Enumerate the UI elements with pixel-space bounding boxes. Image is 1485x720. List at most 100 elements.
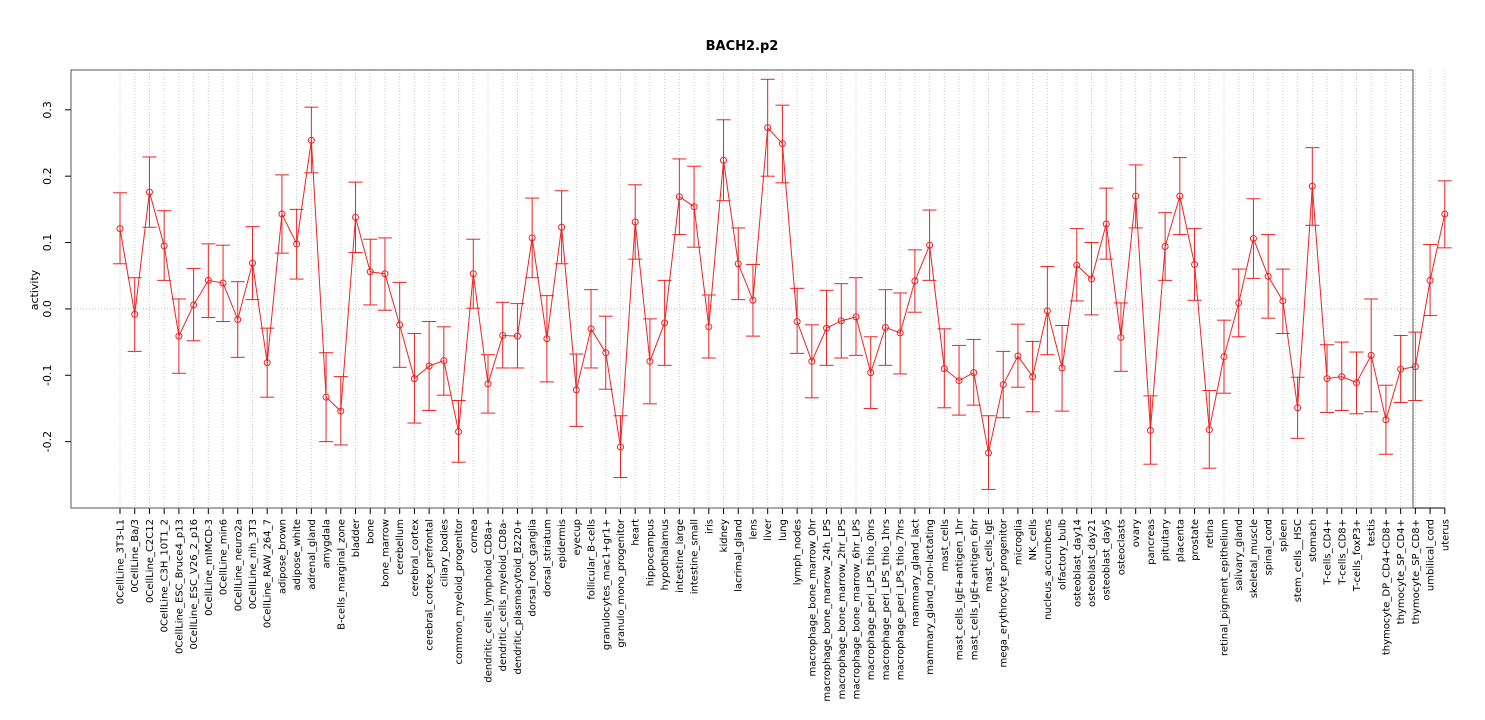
x-tick-label: 0CellLine_min6 [219,519,230,595]
y-tick-label: -0.1 [41,365,54,386]
data-point [749,296,757,304]
data-point [234,316,242,324]
x-tick-label: stomach [1308,519,1319,562]
data-point [278,210,286,218]
data-point [396,321,404,329]
x-tick-label: pancreas [1146,519,1157,565]
x-tick-label: dorsal_root_ganglia [528,519,539,617]
data-point [690,203,698,211]
y-axis: -0.2 -0.1 0.0 0.1 0.2 0.3 [41,101,72,452]
data-point [558,223,566,231]
x-tick-label: macrophage_peri_LPS_thio_0hrs [866,519,877,680]
x-tick-label: ovary [1131,519,1142,547]
data-point [616,443,624,451]
data-point [764,124,772,132]
data-point [999,381,1007,389]
x-tick-label: heart [631,519,642,546]
x-tick-label: bone_marrow [380,519,391,587]
data-point [160,242,168,250]
data-point [1294,404,1302,412]
x-tick-label: hippocampus [645,519,656,586]
data-point [1411,363,1419,371]
x-tick-label: eyecup [572,519,583,555]
x-tick-label: 0CellLine_nih_3T3 [248,519,259,609]
data-point [381,270,389,278]
data-point [1132,192,1140,200]
x-tick-label: macrophage_bone_marrow_2hr_LPS [837,519,848,699]
data-point [204,276,212,284]
data-point [1043,307,1051,315]
data-point [322,393,330,401]
data-point [1191,260,1199,268]
x-tick-label: spinal_cord [1264,519,1275,575]
data-point [1382,416,1390,424]
data-point [1088,275,1096,283]
x-tick-label: iris [704,519,715,534]
data-point [1176,192,1184,200]
x-tick-label: epidermis [557,519,568,568]
x-tick-label: T-cells_foxP3+ [1352,519,1363,592]
x-axis: 0CellLine_3T3-L1 0CellLine_Ba/3 0CellLine_… [116,507,1451,702]
data-point [1338,373,1346,381]
x-tick-label: lens [748,519,759,539]
x-tick-label: thymocyte_SP_CD4+ [1396,519,1407,624]
x-tick-label: cerebral_cortex [410,519,421,597]
x-tick-label: mast_cells_IgE [984,519,995,592]
x-tick-label: granulocytes_mac1+gr1+ [601,519,612,650]
data-point [984,449,992,457]
data-point [116,225,124,233]
data-point [1058,364,1066,372]
data-point [190,301,198,309]
data-point [778,140,786,148]
x-tick-label: intestine_large [675,519,686,593]
x-tick-label: bladder [351,518,362,557]
y-tick-label: 0.3 [41,101,54,119]
x-tick-label: macrophage_bone_marrow_0hr [807,518,818,676]
data-point [337,407,345,415]
x-tick-label: 0CellLine_ESC_Bruce4_p13 [174,519,185,654]
x-tick-label: ciliary_bodies [439,519,450,587]
data-point [410,375,418,383]
data-point [734,260,742,268]
chart-title: BACH2.p2 [706,39,779,54]
x-tick-label: macrophage_bone_marrow_24h_LPS [822,519,833,702]
data-point [366,268,374,276]
data-point [499,331,507,339]
data-point [1441,210,1449,218]
x-tick-label: T-cells_CD4+ [1323,519,1334,586]
data-point [1323,375,1331,383]
data-point [1235,299,1243,307]
x-tick-label: retina [1205,519,1216,548]
x-tick-label: 0CellLine_RAW_264_7 [263,519,274,628]
data-point [131,310,139,318]
x-tick-label: granulo_mono_progenitor [616,518,627,647]
x-tick-label: 0CellLine_C3H_10T1_2 [160,519,171,632]
data-point [631,218,639,226]
x-tick-label: macrophage_peri_LPS_thio_7hrs [896,519,907,680]
data-point [1279,297,1287,305]
data-point [1161,243,1169,251]
data-point [1264,272,1272,280]
x-tick-label: lymph_nodes [793,519,804,585]
data-point [440,357,448,365]
x-tick-label: 0CellLine_mIMCD-3 [204,519,215,616]
data-point [852,313,860,321]
plot-frame [70,69,1414,509]
x-tick-label: lung [778,519,789,541]
y-tick-label: 0.0 [41,300,54,318]
x-tick-label: lacrimal_gland [734,519,745,592]
x-tick-label: mast_cells [940,519,951,571]
x-tick-label: osteoblast_day21 [1087,519,1098,607]
data-point [808,357,816,365]
data-point [1352,379,1360,387]
data-point [175,332,183,340]
data-point [1014,352,1022,360]
x-tick-label: pituitary [1161,519,1172,561]
data-point [263,359,271,367]
data-point [145,188,153,196]
data-point [911,277,919,285]
data-point [675,193,683,201]
x-tick-label: mega_erythrocyte_progenitor [999,518,1010,667]
data-point [1249,235,1257,243]
